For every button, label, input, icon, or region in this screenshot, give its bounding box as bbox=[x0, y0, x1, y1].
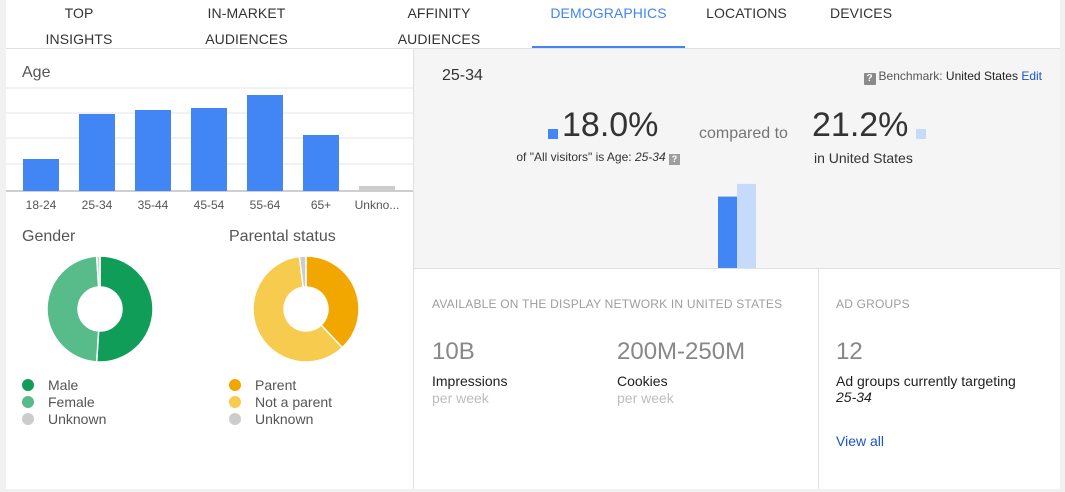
age-bar-35-44[interactable] bbox=[135, 110, 171, 191]
legend-item-female: Female bbox=[22, 394, 95, 411]
male-swatch bbox=[22, 379, 34, 391]
unknown-swatch bbox=[22, 413, 34, 425]
benchmark-percentage: 21.2% bbox=[812, 106, 909, 144]
parent-swatch bbox=[229, 379, 241, 391]
tab-in-market-audiences[interactable]: IN-MARKET AUDIENCES bbox=[205, 5, 288, 47]
age-bar-55-64[interactable] bbox=[247, 95, 283, 191]
edit-benchmark-link[interactable]: Edit bbox=[1021, 69, 1042, 83]
account-caption-prefix: of "All visitors" is Age: bbox=[516, 150, 632, 164]
benchmark-color-swatch bbox=[916, 129, 926, 139]
impressions-label: Impressions bbox=[432, 373, 508, 389]
legend-label: Parent bbox=[255, 377, 297, 393]
ad-groups-label: Ad groups currently targeting bbox=[836, 373, 1016, 389]
cookies-value: 200M-250M bbox=[617, 338, 746, 365]
account-caption: of "All visitors" is Age: 25-34 ? bbox=[444, 150, 680, 165]
legend-item-male: Male bbox=[22, 377, 78, 394]
age-tick-label: 25-34 bbox=[82, 198, 113, 212]
view-all-link[interactable]: View all bbox=[836, 433, 884, 449]
legend-label: Not a parent bbox=[255, 394, 333, 410]
cookies-label: Cookies bbox=[617, 373, 668, 389]
parental-status-chart-title: Parental status bbox=[229, 228, 336, 245]
age-bar-chart: 18-24 25-34 35-44 45-54 55-64 65+ Unkno... bbox=[6, 87, 413, 212]
donut-slice-unknown[interactable] bbox=[95, 256, 101, 288]
age-bar-65+[interactable] bbox=[303, 135, 339, 191]
tab-top-insights[interactable]: TOP INSIGHTS bbox=[45, 5, 113, 47]
account-bar bbox=[718, 196, 737, 268]
divider bbox=[818, 268, 819, 489]
age-bar-Unkno...[interactable] bbox=[359, 186, 395, 191]
legend-label: Male bbox=[48, 377, 79, 393]
compared-to-label: compared to bbox=[699, 125, 788, 142]
tab-devices[interactable]: DEVICES bbox=[830, 5, 893, 21]
help-icon[interactable]: ? bbox=[669, 154, 680, 165]
donut-slice-not-a-parent[interactable] bbox=[253, 256, 344, 362]
ad-groups-count: 12 bbox=[836, 338, 863, 365]
comparison-section: 25-34 ? Benchmark: United States Edit 18.… bbox=[414, 49, 1060, 269]
age-tick-label: 18-24 bbox=[26, 198, 57, 212]
demographic-details-panel: 25-34 ? Benchmark: United States Edit 18.… bbox=[414, 49, 1060, 489]
account-caption-value: 25-34 bbox=[634, 150, 666, 164]
benchmark-caption: in United States bbox=[814, 150, 913, 166]
donut-slice-female[interactable] bbox=[47, 256, 100, 362]
donut-slice-parent[interactable] bbox=[305, 256, 359, 349]
donut-slice-unknown[interactable] bbox=[298, 256, 307, 289]
age-bar-45-54[interactable] bbox=[191, 108, 227, 191]
age-bar-18-24[interactable] bbox=[23, 159, 59, 191]
cookies-sub: per week bbox=[617, 390, 674, 406]
parental-status-donut-chart bbox=[253, 256, 359, 362]
account-percentage: 18.0% bbox=[562, 106, 659, 144]
benchmark-bar bbox=[737, 183, 756, 268]
tab-bar: TOP INSIGHTS IN-MARKET AUDIENCES AFFINIT… bbox=[6, 0, 1060, 49]
demographics-charts-panel: Age 18-24 25-34 35-44 45-54 55-64 65+ Unkno...… bbox=[6, 49, 414, 489]
ad-groups-target: 25-34 bbox=[836, 389, 872, 405]
impressions-sub: per week bbox=[432, 390, 489, 406]
age-bar-25-34[interactable] bbox=[79, 114, 115, 191]
benchmark-selector: ? Benchmark: United States Edit bbox=[863, 69, 1042, 85]
gender-donut-chart bbox=[47, 256, 153, 362]
tab-affinity-audiences[interactable]: AFFINITY AUDIENCES bbox=[397, 5, 481, 47]
selected-segment-title: 25-34 bbox=[442, 67, 483, 84]
age-chart-title: Age bbox=[22, 64, 51, 81]
network-heading: AVAILABLE ON THE DISPLAY NETWORK IN UNIT… bbox=[432, 297, 783, 311]
age-tick-label: 65+ bbox=[311, 198, 331, 212]
account-color-swatch bbox=[548, 129, 558, 139]
legend-label: Unknown bbox=[48, 411, 107, 427]
benchmark-value: United States bbox=[945, 69, 1018, 83]
comparison-bar-chart bbox=[718, 183, 756, 268]
age-tick-label: Unkno... bbox=[355, 198, 400, 212]
not-a-parent-swatch bbox=[229, 396, 241, 408]
age-tick-label: 35-44 bbox=[138, 198, 169, 212]
tab-locations[interactable]: LOCATIONS bbox=[706, 5, 787, 21]
legend-item-unknown: Unknown bbox=[229, 411, 313, 428]
legend-item-parent: Parent bbox=[229, 377, 296, 394]
tab-demographics[interactable]: DEMOGRAPHICS bbox=[532, 0, 685, 48]
legend-label: Unknown bbox=[255, 411, 314, 427]
legend-label: Female bbox=[48, 394, 95, 410]
age-tick-label: 45-54 bbox=[194, 198, 225, 212]
donut-slice-male[interactable] bbox=[95, 256, 153, 362]
gender-chart-title: Gender bbox=[22, 228, 76, 245]
age-tick-label: 55-64 bbox=[250, 198, 281, 212]
unknown-swatch bbox=[229, 413, 241, 425]
female-swatch bbox=[22, 396, 34, 408]
legend-item-unknown: Unknown bbox=[22, 411, 106, 428]
impressions-value: 10B bbox=[432, 338, 475, 365]
legend-item-not-a-parent: Not a parent bbox=[229, 394, 332, 411]
ad-groups-heading: AD GROUPS bbox=[836, 297, 910, 311]
benchmark-label: Benchmark: bbox=[878, 69, 943, 83]
help-icon[interactable]: ? bbox=[863, 73, 876, 85]
